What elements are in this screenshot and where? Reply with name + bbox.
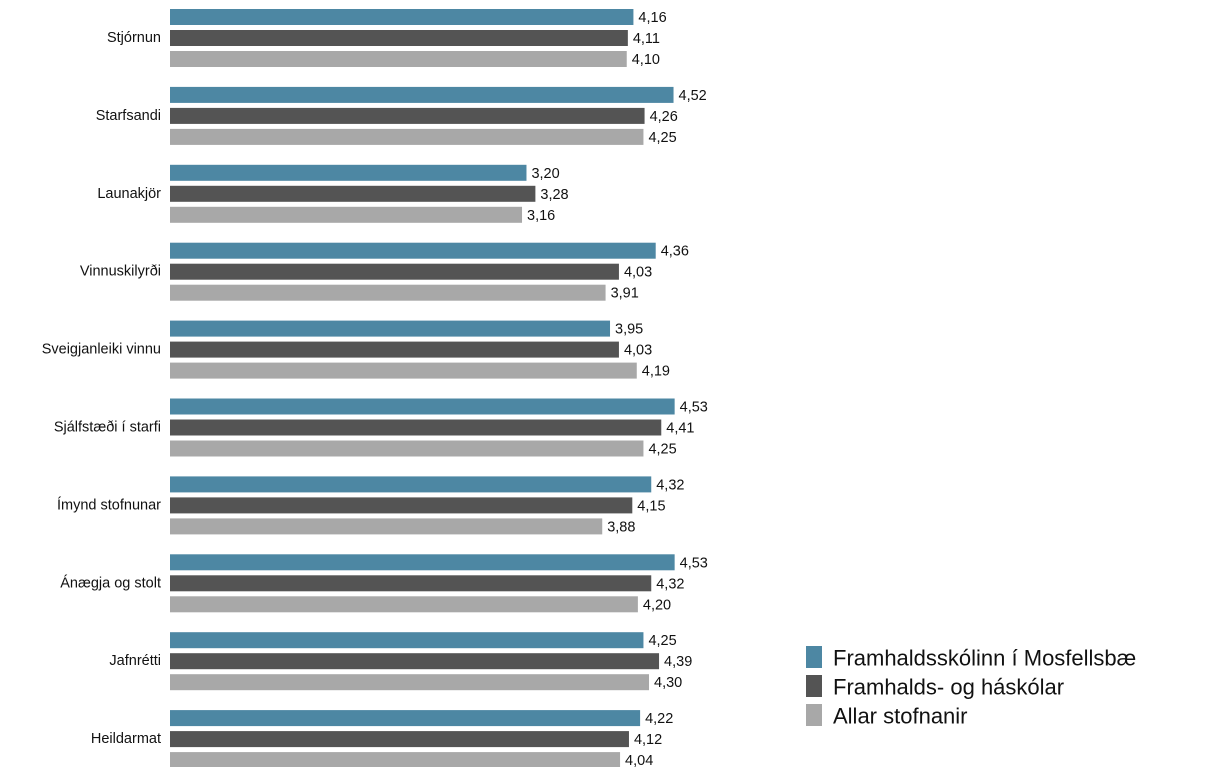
bar (170, 341, 619, 358)
data-label: 4,19 (642, 364, 670, 380)
category-group: Heildarmat 4,22 4,12 4,04 (91, 710, 673, 767)
bar (170, 128, 644, 145)
data-label: 4,11 (633, 31, 660, 47)
category-group: Starfsandi 4,524,26 4,25 (96, 86, 707, 146)
data-label: 4,16 (638, 10, 666, 26)
legend-label: Framhaldsskólinn í Mosfellsbæ (833, 646, 1136, 671)
legend-swatch (806, 704, 822, 726)
category-group: Sjálfstæði í starfi 4,53 4,41 4,25 (54, 398, 708, 458)
data-label: 4,32 (656, 477, 684, 493)
data-label: 4,39 (664, 654, 692, 670)
category-group: Jafnrétti 4,25 4,39 4,30 (109, 632, 692, 691)
bar (170, 86, 674, 103)
legend-item: Allar stofnanir (806, 704, 968, 729)
bar (170, 242, 656, 259)
category-group: Sveigjanleiki vinnu 3,95 4,03 4,19 (42, 320, 670, 380)
data-label: 4,03 (624, 343, 652, 359)
bar (170, 206, 523, 223)
data-label: 4,15 (637, 498, 665, 514)
category-label: Vinnuskilyrði (80, 264, 161, 280)
data-label: 4,10 (632, 52, 660, 68)
data-label: 4,25 (648, 130, 676, 146)
category-label: Starfsandi (96, 108, 161, 124)
data-label: 4,32 (656, 576, 684, 592)
data-label: 3,95 (615, 322, 643, 338)
data-label: 4,30 (654, 675, 682, 691)
legend-swatch (806, 646, 822, 668)
data-label: 3,28 (540, 187, 568, 203)
bar (170, 362, 637, 379)
category-label: Sveigjanleiki vinnu (42, 342, 161, 358)
data-label: 4,41 (666, 421, 694, 437)
category-group: Ánægja og stolt 4,53 4,32 4,20 (60, 554, 708, 613)
data-label: 3,16 (527, 208, 555, 224)
category-label: Sjálfstæði í starfi (54, 420, 161, 436)
bar (170, 419, 662, 436)
bar (170, 30, 628, 46)
data-label: 4,52 (679, 88, 707, 104)
bar (170, 632, 644, 649)
bar (170, 398, 675, 415)
bar (170, 674, 650, 691)
category-label: Jafnrétti (109, 653, 161, 669)
category-label: Launakjör (97, 186, 161, 202)
category-label: Heildarmat (91, 731, 161, 747)
bar (170, 263, 619, 280)
bar (170, 185, 536, 202)
data-label: 3,20 (531, 166, 559, 182)
legend: Framhaldsskólinn í Mosfellsbæ Framhalds- … (806, 646, 1136, 729)
bar (170, 653, 660, 670)
data-label: 4,04 (625, 753, 653, 767)
category-group: Launakjör 3,20 3,28 3,16 (97, 164, 569, 224)
data-label: 4,22 (645, 711, 673, 727)
legend-swatch (806, 675, 822, 697)
bar (170, 554, 675, 571)
bar (170, 731, 629, 748)
data-label: 3,88 (607, 519, 635, 535)
bars-layer: Stjórnun 4,16 4,11 4,10 Starfsandi 4,524,26 4,… (42, 9, 708, 767)
bar (170, 497, 633, 514)
category-group: Ímynd stofnunar 4,32 4,153,88 (57, 476, 684, 535)
bar (170, 107, 645, 124)
data-label: 4,25 (648, 633, 676, 649)
bar (170, 596, 638, 613)
bar (170, 575, 652, 592)
data-label: 4,53 (680, 400, 708, 416)
bar (170, 9, 634, 25)
data-label: 4,03 (624, 265, 652, 281)
category-label: Ánægja og stolt (60, 574, 161, 591)
category-group: Vinnuskilyrði 4,36 4,03 3,91 (80, 242, 689, 302)
bar (170, 710, 641, 727)
bar (170, 164, 527, 181)
data-label: 4,53 (680, 555, 708, 571)
legend-item: Framhaldsskólinn í Mosfellsbæ (806, 646, 1136, 671)
legend-item: Framhalds- og háskólar (806, 675, 1064, 700)
bar (170, 752, 621, 767)
bar (170, 51, 627, 67)
data-label: 4,20 (643, 597, 671, 613)
bar (170, 320, 611, 337)
bar (170, 518, 603, 535)
data-label: 4,12 (634, 732, 662, 748)
bar (170, 440, 644, 457)
data-label: 3,91 (611, 286, 639, 302)
legend-label: Allar stofnanir (833, 704, 968, 729)
data-label: 4,36 (661, 244, 689, 260)
data-label: 4,26 (650, 109, 678, 125)
category-label: Stjórnun (107, 30, 161, 46)
data-label: 4,25 (648, 442, 676, 458)
category-label: Ímynd stofnunar (57, 496, 161, 513)
category-group: Stjórnun 4,16 4,11 4,10 (107, 9, 667, 68)
legend-label: Framhalds- og háskólar (833, 675, 1064, 700)
bar (170, 476, 652, 493)
bar (170, 284, 606, 301)
